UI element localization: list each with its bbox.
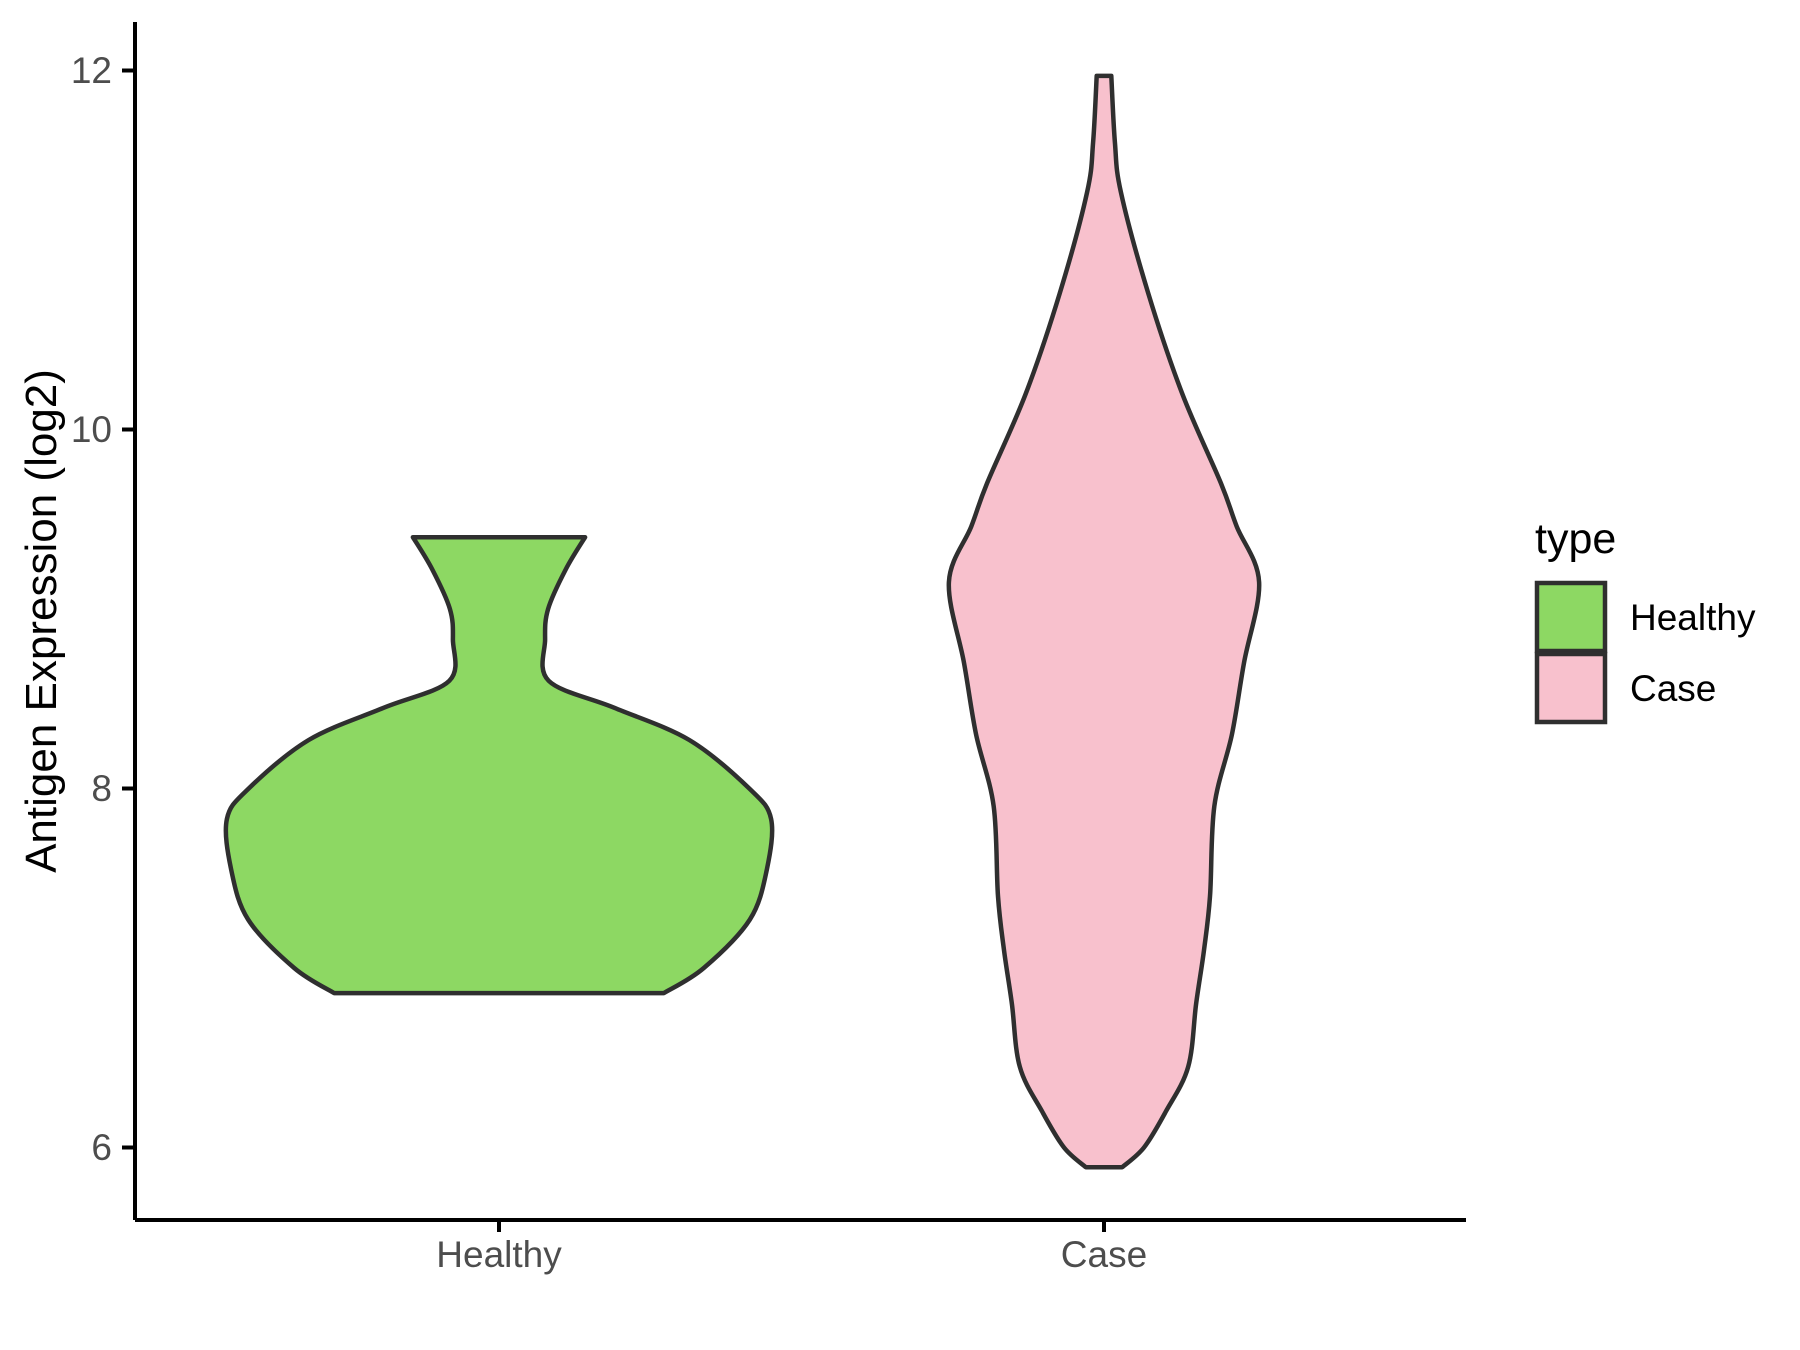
legend-label-case: Case [1630,668,1716,709]
legend-title: type [1535,515,1616,563]
y-axis-ticks [122,68,135,1150]
y-tick-label-8: 8 [91,768,112,809]
violin-healthy [223,534,775,996]
legend: type Healthy Case [1534,515,1756,725]
x-label-healthy: Healthy [436,1234,562,1275]
violin-case [946,73,1262,1170]
y-tick-label-12: 12 [71,50,112,91]
legend-key-healthy [1534,580,1608,654]
x-label-case: Case [1061,1234,1147,1275]
legend-label-healthy: Healthy [1630,597,1756,638]
y-tick-label-10: 10 [71,409,112,450]
violin-shapes [223,73,1262,1170]
legend-key-case [1534,651,1608,725]
y-tick-label-6: 6 [91,1127,112,1168]
x-axis-ticks [497,1220,1106,1232]
y-axis-title: Antigen Expression (log2) [17,369,66,873]
